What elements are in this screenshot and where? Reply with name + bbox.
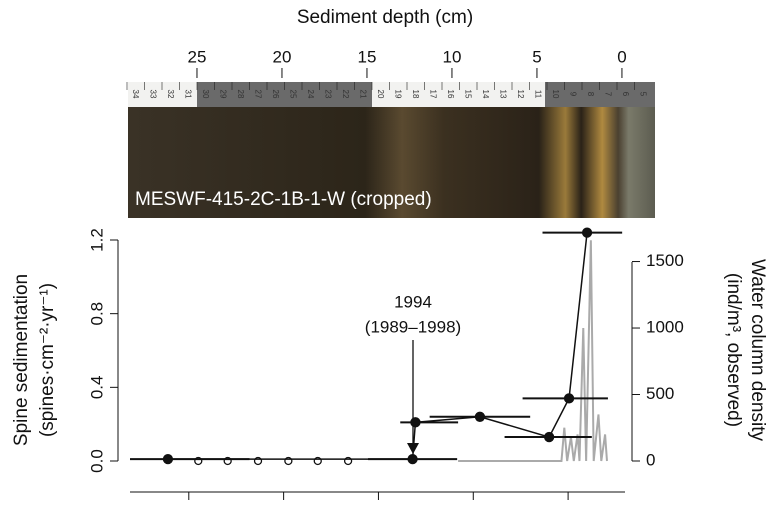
ruler-segment xyxy=(545,82,655,107)
ruler-label: 25 xyxy=(288,90,297,99)
point xyxy=(474,411,486,422)
point xyxy=(162,454,174,465)
ruler-label: 28 xyxy=(236,90,245,99)
x-tick-label: 1990 xyxy=(362,507,395,508)
ruler-label: 13 xyxy=(498,90,507,99)
ruler-label: 27 xyxy=(253,90,262,99)
ruler-label: 34 xyxy=(131,90,140,99)
ruler-label: 24 xyxy=(306,90,315,99)
ruler-label: 6 xyxy=(621,92,630,97)
y2-axis-title: Water column density xyxy=(747,259,768,441)
ruler-label: 26 xyxy=(271,90,280,99)
ruler-label: 22 xyxy=(341,90,350,99)
ruler-segment xyxy=(372,82,545,107)
ruler-label: 10 xyxy=(551,90,560,99)
core-photo: MESWF-415-2C-1B-1-W (cropped) xyxy=(128,82,655,218)
ruler-label: 14 xyxy=(481,90,490,99)
y-axis-title: (spines·cm⁻²·yr⁻¹) xyxy=(37,283,58,437)
x-tick-label: 1980 xyxy=(267,507,300,508)
ruler-label: 32 xyxy=(166,90,175,99)
annotation: 1994 xyxy=(394,292,432,311)
ruler-label: 12 xyxy=(516,90,525,99)
y-axis-title: Spine sedimentation xyxy=(11,274,32,446)
photo-label: MESWF-415-2C-1B-1-W (cropped) xyxy=(135,189,432,210)
ruler-label: 15 xyxy=(463,90,472,99)
ruler-label: 30 xyxy=(201,90,210,99)
ruler-label: 21 xyxy=(358,90,367,99)
x-tick-label: 2000 xyxy=(457,507,490,508)
ruler-label: 29 xyxy=(218,90,227,99)
x2-tick-label: 15 xyxy=(357,47,376,66)
annotation: (1989–1998) xyxy=(365,317,461,336)
ruler-label: 33 xyxy=(148,90,157,99)
x2-tick-label: 0 xyxy=(617,47,626,66)
x2-tick-label: 20 xyxy=(273,47,292,66)
ruler-label: 9 xyxy=(568,92,577,97)
ruler-label: 5 xyxy=(638,92,647,97)
x2-tick-label: 25 xyxy=(188,47,207,66)
point xyxy=(407,454,418,465)
connect-line xyxy=(167,232,588,460)
ruler-segment xyxy=(128,82,197,107)
y2-tick-label: 1500 xyxy=(646,251,684,270)
ruler-label: 17 xyxy=(428,90,437,99)
y2-tick-label: 0 xyxy=(646,450,655,469)
ruler-label: 19 xyxy=(393,90,402,99)
y2-axis-title: (ind/m³, observed) xyxy=(723,273,744,427)
ruler-label: 23 xyxy=(323,90,332,99)
point xyxy=(581,227,593,238)
ruler-label: 7 xyxy=(603,92,612,97)
x-tick-label: 1970 xyxy=(172,507,205,508)
y-tick-label: 0.4 xyxy=(87,376,106,400)
y2-tick-label: 500 xyxy=(646,384,674,403)
ruler-label: 31 xyxy=(183,90,192,99)
ruler-label: 8 xyxy=(586,92,595,97)
y-tick-label: 0.8 xyxy=(87,302,106,326)
y-tick-label: 1.2 xyxy=(87,228,106,252)
core-image xyxy=(128,107,655,218)
y-tick-label: 0.0 xyxy=(87,449,106,473)
x2-tick-label: 5 xyxy=(532,47,541,66)
ruler-label: 16 xyxy=(446,90,455,99)
ruler-label: 18 xyxy=(411,90,420,99)
point xyxy=(410,417,421,428)
x-tick-label: 2010 xyxy=(551,507,584,508)
ruler-label: 11 xyxy=(533,90,542,99)
x2-tick-label: 10 xyxy=(442,47,461,66)
ruler-label: 20 xyxy=(376,90,385,99)
point xyxy=(543,431,555,443)
point xyxy=(563,393,575,404)
depth-axis-title: Sediment depth (cm) xyxy=(297,7,473,28)
density-line xyxy=(458,240,608,462)
y2-tick-label: 1000 xyxy=(646,318,684,337)
